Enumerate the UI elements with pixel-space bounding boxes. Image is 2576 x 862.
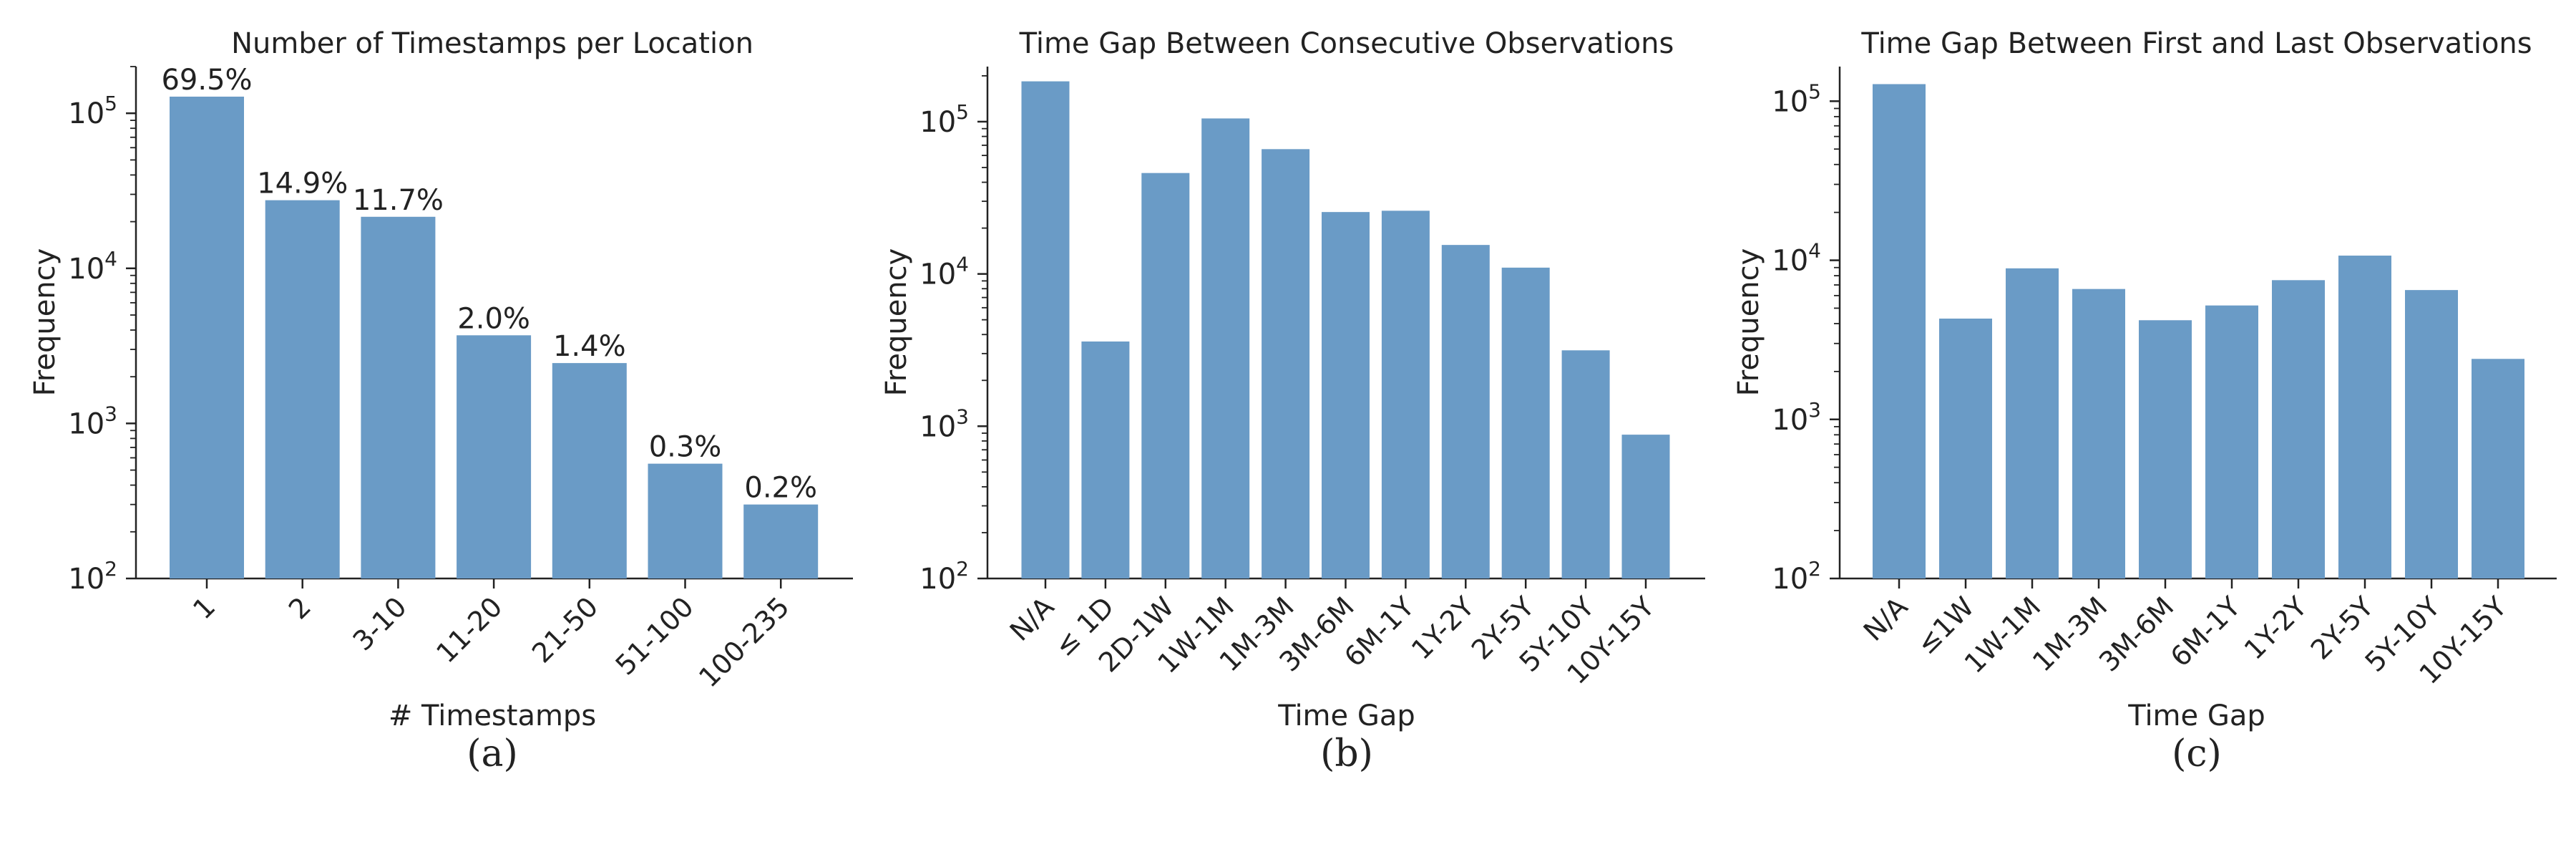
x-axis-label: Time Gap bbox=[1277, 699, 1415, 732]
y-tick-exponent: 4 bbox=[1808, 239, 1821, 263]
y-tick-label: 104 bbox=[1772, 239, 1821, 278]
bar bbox=[265, 200, 340, 578]
panel-caption: (c) bbox=[2172, 732, 2222, 775]
bar bbox=[1621, 435, 1670, 578]
bar bbox=[1873, 84, 1926, 579]
bar bbox=[2405, 290, 2458, 578]
data-labels: 69.5% 14.9%11.7% 2.0% 1.4% 0.3% 0.2% bbox=[161, 64, 817, 505]
bar-data-label: 0.3% bbox=[649, 431, 722, 464]
y-tick-base: 10 bbox=[1772, 404, 1808, 437]
bar bbox=[1141, 173, 1190, 578]
y-tick-base: 10 bbox=[68, 253, 104, 286]
x-axis: # Timestamps bbox=[136, 577, 853, 732]
y-tick-base: 10 bbox=[919, 258, 956, 291]
y-tick-label: 104 bbox=[919, 253, 969, 291]
y-tick-exponent: 5 bbox=[104, 92, 117, 115]
chart-title: Number of Timestamps per Location bbox=[231, 27, 753, 60]
bar bbox=[361, 216, 436, 578]
y-tick-exponent: 3 bbox=[104, 402, 117, 425]
y-tick-exponent: 5 bbox=[1808, 79, 1821, 103]
bar-data-label: 11.7% bbox=[353, 184, 444, 217]
bar bbox=[1021, 81, 1070, 578]
y-tick-base: 10 bbox=[1772, 563, 1808, 596]
y-tick-label: 103 bbox=[919, 405, 969, 443]
bar bbox=[743, 504, 819, 578]
bar-data-label: 1.4% bbox=[553, 330, 626, 363]
y-axis: Frequency bbox=[29, 67, 137, 578]
bar-data-label: 0.2% bbox=[744, 472, 817, 505]
bar bbox=[1501, 267, 1550, 578]
bar bbox=[1262, 149, 1310, 578]
y-axis-label: Frequency bbox=[880, 248, 913, 397]
y-tick-label: 103 bbox=[68, 402, 117, 440]
y-tick-base: 10 bbox=[919, 106, 956, 139]
bar-data-label: 14.9% bbox=[257, 168, 348, 200]
y-tick-exponent: 3 bbox=[956, 405, 969, 428]
y-tick-label: 105 bbox=[68, 92, 117, 130]
bars bbox=[170, 96, 819, 579]
bar bbox=[1441, 245, 1490, 578]
bar bbox=[2272, 280, 2325, 578]
bar bbox=[1939, 319, 1992, 578]
panel-caption: (b) bbox=[1320, 732, 1373, 775]
y-axis: Frequency bbox=[1732, 67, 1841, 578]
y-tick-label: 102 bbox=[919, 557, 969, 596]
bar bbox=[2072, 289, 2125, 578]
bar bbox=[2006, 268, 2059, 578]
y-tick-exponent: 5 bbox=[956, 100, 969, 124]
bar bbox=[1322, 212, 1370, 578]
y-axis: Frequency bbox=[880, 67, 989, 578]
y-tick-label: 105 bbox=[1772, 79, 1821, 118]
y-axis-label: Frequency bbox=[1732, 248, 1765, 397]
bar bbox=[1201, 118, 1250, 579]
y-tick-base: 10 bbox=[919, 563, 956, 596]
bar bbox=[2472, 359, 2524, 578]
y-tick-base: 10 bbox=[68, 97, 104, 130]
bar bbox=[1381, 210, 1430, 579]
bar bbox=[2205, 305, 2258, 578]
y-tick-exponent: 4 bbox=[956, 253, 969, 276]
bar bbox=[2139, 320, 2192, 578]
y-tick-label: 102 bbox=[68, 557, 117, 596]
y-tick-base: 10 bbox=[1772, 85, 1808, 118]
bar bbox=[1081, 341, 1130, 578]
y-tick-exponent: 4 bbox=[104, 247, 117, 271]
chart-title: Time Gap Between Consecutive Observation… bbox=[1019, 27, 1674, 60]
y-tick-label: 105 bbox=[919, 100, 969, 139]
y-tick-exponent: 3 bbox=[1808, 398, 1821, 422]
chart-title: Time Gap Between First and Last Observat… bbox=[1860, 27, 2532, 60]
y-tick-base: 10 bbox=[1772, 245, 1808, 278]
y-tick-exponent: 2 bbox=[1808, 557, 1821, 581]
bar-data-label: 2.0% bbox=[457, 302, 530, 335]
bar bbox=[2338, 256, 2391, 578]
y-tick-label: 103 bbox=[1772, 398, 1821, 437]
y-tick-label: 104 bbox=[68, 247, 117, 286]
x-axis-label: Time Gap bbox=[2127, 699, 2265, 732]
bars bbox=[1021, 81, 1670, 579]
bar bbox=[457, 335, 532, 578]
y-tick-label: 102 bbox=[1772, 557, 1821, 596]
bar bbox=[170, 96, 244, 579]
y-tick-exponent: 2 bbox=[956, 557, 969, 581]
x-axis-label: # Timestamps bbox=[389, 699, 596, 732]
y-tick-base: 10 bbox=[68, 407, 104, 440]
y-tick-exponent: 2 bbox=[104, 557, 117, 581]
bar bbox=[552, 363, 627, 578]
y-tick-base: 10 bbox=[919, 410, 956, 443]
bar bbox=[648, 463, 723, 578]
bars bbox=[1873, 84, 2524, 579]
y-axis-label: Frequency bbox=[29, 248, 62, 397]
y-tick-base: 10 bbox=[68, 563, 104, 596]
bar bbox=[1561, 350, 1610, 578]
bar-data-label: 69.5% bbox=[161, 64, 252, 97]
panel-caption: (a) bbox=[467, 732, 518, 775]
